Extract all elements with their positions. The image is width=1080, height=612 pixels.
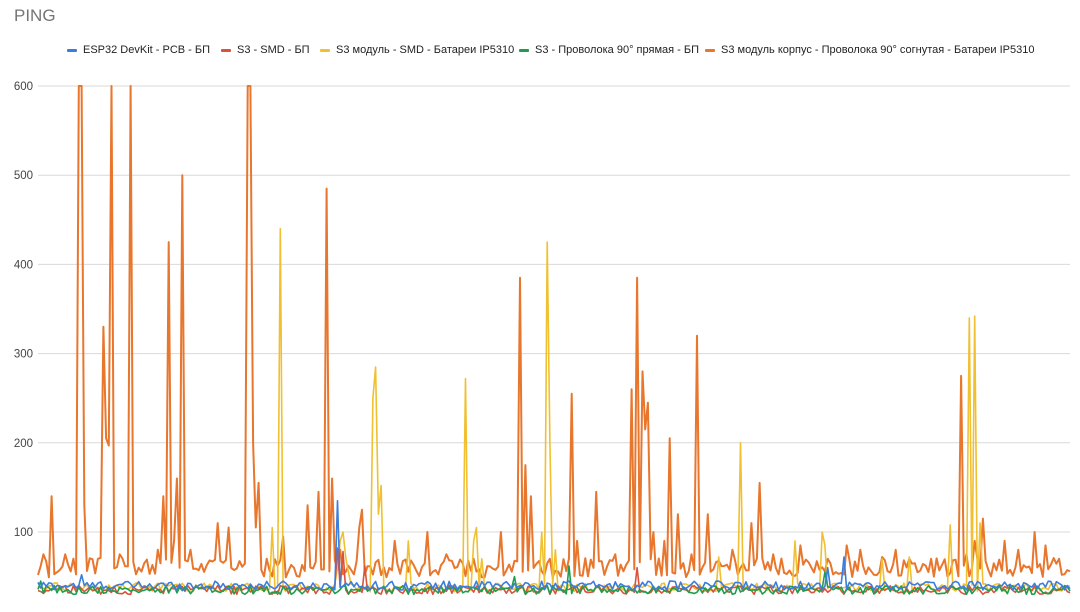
legend-swatch — [320, 48, 330, 52]
legend-swatch — [221, 48, 231, 52]
legend-label: S3 - Проволока 90° прямая - БП — [535, 44, 699, 56]
legend-label: ESP32 DevKit - PCB - БП — [83, 44, 210, 56]
series-lines — [37, 85, 1071, 596]
y-tick-label: 100 — [14, 527, 33, 539]
legend-item-s3-wire-straight[interactable]: S3 - Проволока 90° прямая - БП — [519, 44, 699, 56]
series-line-0 — [37, 500, 1071, 591]
y-tick-label: 400 — [14, 259, 33, 271]
legend-swatch — [67, 48, 77, 52]
legend-label: S3 - SMD - БП — [237, 44, 310, 56]
gridlines — [38, 85, 1070, 533]
chart-legend: ESP32 DevKit - PCB - БП S3 - SMD - БП S3… — [0, 44, 1080, 60]
series-line-2 — [37, 227, 1071, 593]
y-tick-label: 300 — [14, 349, 33, 361]
y-axis-ticks: 100 200 300 400 500 600 — [14, 81, 33, 539]
legend-item-s3-smd[interactable]: S3 - SMD - БП — [221, 44, 310, 56]
series-line-4 — [37, 85, 1071, 579]
legend-label: S3 модуль корпус - Проволока 90° согнута… — [721, 44, 1035, 56]
legend-swatch — [705, 48, 715, 52]
legend-item-s3-module-case-wire-bent[interactable]: S3 модуль корпус - Проволока 90° согнута… — [705, 44, 1034, 56]
legend-label: S3 модуль - SMD - Батареи IP5310 — [336, 44, 515, 56]
y-tick-label: 500 — [14, 170, 33, 182]
legend-item-esp32-devkit[interactable]: ESP32 DevKit - PCB - БП — [67, 44, 210, 56]
legend-item-s3-module-smd[interactable]: S3 модуль - SMD - Батареи IP5310 — [320, 44, 514, 56]
y-tick-label: 200 — [14, 438, 33, 450]
y-tick-label: 600 — [14, 81, 33, 93]
legend-swatch — [519, 48, 529, 52]
chart-title: PING — [14, 6, 56, 25]
